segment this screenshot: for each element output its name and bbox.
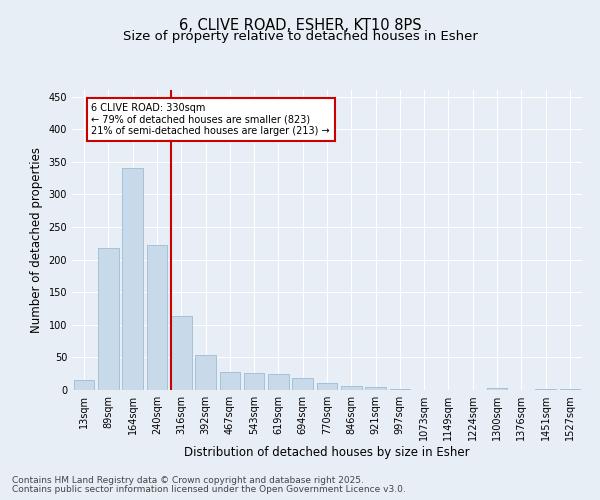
Text: 6, CLIVE ROAD, ESHER, KT10 8PS: 6, CLIVE ROAD, ESHER, KT10 8PS — [179, 18, 421, 32]
Text: Size of property relative to detached houses in Esher: Size of property relative to detached ho… — [122, 30, 478, 43]
Bar — [487, 388, 508, 390]
Bar — [292, 378, 313, 390]
Bar — [146, 245, 167, 390]
Bar — [560, 388, 580, 390]
Text: Contains public sector information licensed under the Open Government Licence v3: Contains public sector information licen… — [12, 485, 406, 494]
Bar — [220, 372, 240, 390]
Bar — [317, 384, 337, 390]
X-axis label: Distribution of detached houses by size in Esher: Distribution of detached houses by size … — [184, 446, 470, 459]
Bar — [74, 380, 94, 390]
Bar — [122, 168, 143, 390]
Bar — [195, 355, 216, 390]
Text: 6 CLIVE ROAD: 330sqm
← 79% of detached houses are smaller (823)
21% of semi-deta: 6 CLIVE ROAD: 330sqm ← 79% of detached h… — [91, 103, 330, 136]
Bar — [268, 374, 289, 390]
Y-axis label: Number of detached properties: Number of detached properties — [30, 147, 43, 333]
Bar — [98, 248, 119, 390]
Bar — [341, 386, 362, 390]
Text: Contains HM Land Registry data © Crown copyright and database right 2025.: Contains HM Land Registry data © Crown c… — [12, 476, 364, 485]
Bar — [171, 316, 191, 390]
Bar — [244, 373, 265, 390]
Bar — [365, 386, 386, 390]
